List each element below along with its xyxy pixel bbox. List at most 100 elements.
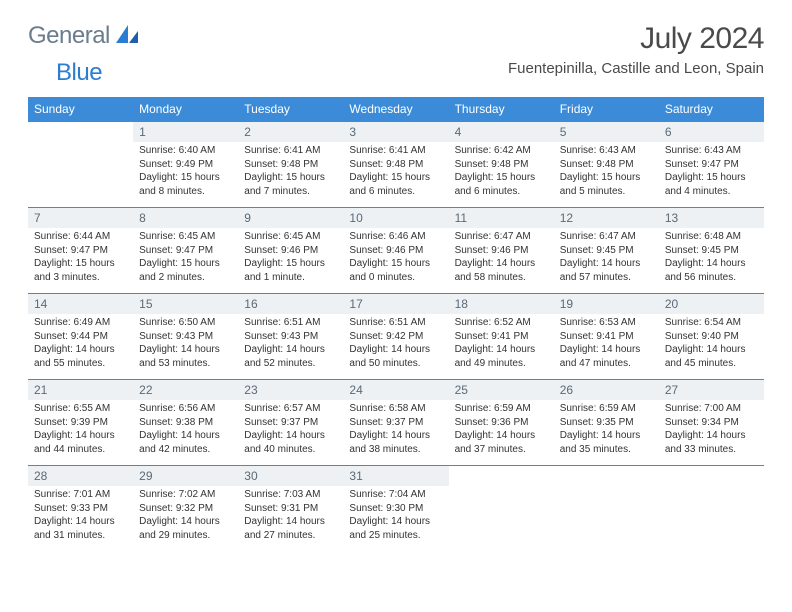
sunset-text: Sunset: 9:45 PM — [665, 244, 758, 258]
sunset-text: Sunset: 9:48 PM — [560, 158, 653, 172]
weekday-header-row: Sunday Monday Tuesday Wednesday Thursday… — [28, 97, 764, 122]
day-number: 22 — [133, 380, 238, 400]
sunset-text: Sunset: 9:46 PM — [349, 244, 442, 258]
day-number: 10 — [343, 208, 448, 228]
brand-part2: Blue — [56, 59, 102, 87]
sunset-text: Sunset: 9:46 PM — [455, 244, 548, 258]
day-details: Sunrise: 6:59 AMSunset: 9:35 PMDaylight:… — [554, 400, 659, 460]
sunrise-text: Sunrise: 6:41 AM — [244, 144, 337, 158]
day-details: Sunrise: 6:48 AMSunset: 9:45 PMDaylight:… — [659, 228, 764, 288]
calendar-day-cell: . — [659, 466, 764, 552]
daylight-text: Daylight: 15 hours and 0 minutes. — [349, 257, 442, 284]
sunrise-text: Sunrise: 6:56 AM — [139, 402, 232, 416]
day-details: Sunrise: 6:55 AMSunset: 9:39 PMDaylight:… — [28, 400, 133, 460]
sunset-text: Sunset: 9:45 PM — [560, 244, 653, 258]
calendar-day-cell: 13Sunrise: 6:48 AMSunset: 9:45 PMDayligh… — [659, 208, 764, 294]
sunrise-text: Sunrise: 6:43 AM — [665, 144, 758, 158]
sunrise-text: Sunrise: 6:48 AM — [665, 230, 758, 244]
sunset-text: Sunset: 9:48 PM — [244, 158, 337, 172]
calendar-day-cell: 10Sunrise: 6:46 AMSunset: 9:46 PMDayligh… — [343, 208, 448, 294]
day-number: 24 — [343, 380, 448, 400]
calendar-day-cell: 28Sunrise: 7:01 AMSunset: 9:33 PMDayligh… — [28, 466, 133, 552]
daylight-text: Daylight: 15 hours and 7 minutes. — [244, 171, 337, 198]
calendar-week-row: 14Sunrise: 6:49 AMSunset: 9:44 PMDayligh… — [28, 294, 764, 380]
day-details: Sunrise: 6:50 AMSunset: 9:43 PMDaylight:… — [133, 314, 238, 374]
month-title: July 2024 — [508, 22, 764, 56]
daylight-text: Daylight: 14 hours and 58 minutes. — [455, 257, 548, 284]
sunrise-text: Sunrise: 6:51 AM — [349, 316, 442, 330]
day-details: Sunrise: 6:47 AMSunset: 9:46 PMDaylight:… — [449, 228, 554, 288]
day-details: Sunrise: 6:53 AMSunset: 9:41 PMDaylight:… — [554, 314, 659, 374]
calendar-day-cell: 14Sunrise: 6:49 AMSunset: 9:44 PMDayligh… — [28, 294, 133, 380]
day-number: 13 — [659, 208, 764, 228]
daylight-text: Daylight: 14 hours and 42 minutes. — [139, 429, 232, 456]
day-details: Sunrise: 6:44 AMSunset: 9:47 PMDaylight:… — [28, 228, 133, 288]
calendar-day-cell: 25Sunrise: 6:59 AMSunset: 9:36 PMDayligh… — [449, 380, 554, 466]
calendar-week-row: 28Sunrise: 7:01 AMSunset: 9:33 PMDayligh… — [28, 466, 764, 552]
sunset-text: Sunset: 9:31 PM — [244, 502, 337, 516]
sunset-text: Sunset: 9:32 PM — [139, 502, 232, 516]
sunrise-text: Sunrise: 6:54 AM — [665, 316, 758, 330]
calendar-day-cell: 1Sunrise: 6:40 AMSunset: 9:49 PMDaylight… — [133, 122, 238, 208]
sunset-text: Sunset: 9:30 PM — [349, 502, 442, 516]
calendar-day-cell: 6Sunrise: 6:43 AMSunset: 9:47 PMDaylight… — [659, 122, 764, 208]
sunrise-text: Sunrise: 6:55 AM — [34, 402, 127, 416]
sunrise-text: Sunrise: 7:00 AM — [665, 402, 758, 416]
sunset-text: Sunset: 9:35 PM — [560, 416, 653, 430]
daylight-text: Daylight: 14 hours and 47 minutes. — [560, 343, 653, 370]
sunset-text: Sunset: 9:34 PM — [665, 416, 758, 430]
daylight-text: Daylight: 15 hours and 6 minutes. — [349, 171, 442, 198]
day-number: 20 — [659, 294, 764, 314]
calendar-day-cell: 21Sunrise: 6:55 AMSunset: 9:39 PMDayligh… — [28, 380, 133, 466]
day-number: 11 — [449, 208, 554, 228]
weekday-header: Friday — [554, 97, 659, 122]
calendar-day-cell: 4Sunrise: 6:42 AMSunset: 9:48 PMDaylight… — [449, 122, 554, 208]
sunset-text: Sunset: 9:47 PM — [665, 158, 758, 172]
day-number: 9 — [238, 208, 343, 228]
daylight-text: Daylight: 14 hours and 31 minutes. — [34, 515, 127, 542]
daylight-text: Daylight: 15 hours and 3 minutes. — [34, 257, 127, 284]
day-number: 28 — [28, 466, 133, 486]
calendar-day-cell: 18Sunrise: 6:52 AMSunset: 9:41 PMDayligh… — [449, 294, 554, 380]
sunrise-text: Sunrise: 6:40 AM — [139, 144, 232, 158]
day-number: 26 — [554, 380, 659, 400]
daylight-text: Daylight: 14 hours and 25 minutes. — [349, 515, 442, 542]
day-details: Sunrise: 6:52 AMSunset: 9:41 PMDaylight:… — [449, 314, 554, 374]
sunset-text: Sunset: 9:37 PM — [244, 416, 337, 430]
calendar-table: Sunday Monday Tuesday Wednesday Thursday… — [28, 97, 764, 552]
sunrise-text: Sunrise: 6:59 AM — [455, 402, 548, 416]
sunset-text: Sunset: 9:47 PM — [139, 244, 232, 258]
day-details: Sunrise: 6:54 AMSunset: 9:40 PMDaylight:… — [659, 314, 764, 374]
sunset-text: Sunset: 9:48 PM — [455, 158, 548, 172]
calendar-day-cell: 11Sunrise: 6:47 AMSunset: 9:46 PMDayligh… — [449, 208, 554, 294]
daylight-text: Daylight: 15 hours and 1 minute. — [244, 257, 337, 284]
calendar-day-cell: . — [554, 466, 659, 552]
day-details: Sunrise: 6:43 AMSunset: 9:48 PMDaylight:… — [554, 142, 659, 202]
day-number: 31 — [343, 466, 448, 486]
sunrise-text: Sunrise: 6:41 AM — [349, 144, 442, 158]
daylight-text: Daylight: 15 hours and 8 minutes. — [139, 171, 232, 198]
sunrise-text: Sunrise: 6:47 AM — [455, 230, 548, 244]
day-number: 30 — [238, 466, 343, 486]
sunset-text: Sunset: 9:40 PM — [665, 330, 758, 344]
calendar-week-row: 21Sunrise: 6:55 AMSunset: 9:39 PMDayligh… — [28, 380, 764, 466]
day-number: 7 — [28, 208, 133, 228]
day-number: 12 — [554, 208, 659, 228]
daylight-text: Daylight: 15 hours and 6 minutes. — [455, 171, 548, 198]
daylight-text: Daylight: 14 hours and 38 minutes. — [349, 429, 442, 456]
calendar-day-cell: 5Sunrise: 6:43 AMSunset: 9:48 PMDaylight… — [554, 122, 659, 208]
title-block: July 2024 Fuentepinilla, Castille and Le… — [508, 22, 764, 77]
day-number: 19 — [554, 294, 659, 314]
calendar-day-cell: 22Sunrise: 6:56 AMSunset: 9:38 PMDayligh… — [133, 380, 238, 466]
calendar-day-cell: 3Sunrise: 6:41 AMSunset: 9:48 PMDaylight… — [343, 122, 448, 208]
day-details: Sunrise: 6:43 AMSunset: 9:47 PMDaylight:… — [659, 142, 764, 202]
day-number: 18 — [449, 294, 554, 314]
day-number: 8 — [133, 208, 238, 228]
day-details: Sunrise: 6:42 AMSunset: 9:48 PMDaylight:… — [449, 142, 554, 202]
day-details: Sunrise: 6:45 AMSunset: 9:47 PMDaylight:… — [133, 228, 238, 288]
daylight-text: Daylight: 14 hours and 29 minutes. — [139, 515, 232, 542]
daylight-text: Daylight: 14 hours and 49 minutes. — [455, 343, 548, 370]
day-details: Sunrise: 7:01 AMSunset: 9:33 PMDaylight:… — [28, 486, 133, 546]
calendar-day-cell: 16Sunrise: 6:51 AMSunset: 9:43 PMDayligh… — [238, 294, 343, 380]
daylight-text: Daylight: 14 hours and 55 minutes. — [34, 343, 127, 370]
